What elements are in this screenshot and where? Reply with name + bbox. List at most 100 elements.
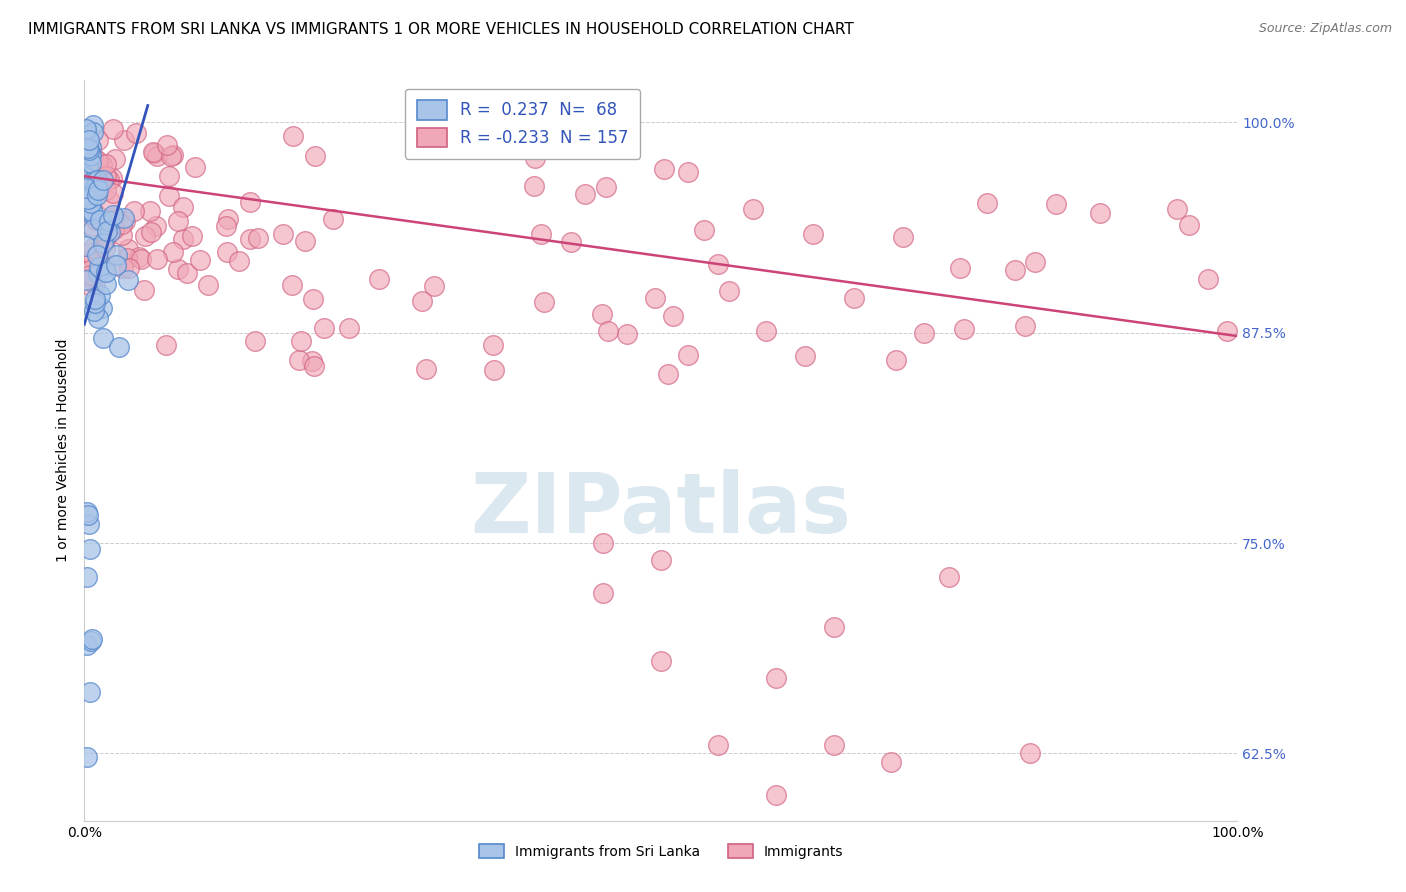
- Point: [160, 149, 183, 163]
- Point: [953, 321, 976, 335]
- Point: [217, 212, 239, 227]
- Point: [124, 203, 146, 218]
- Point: [94, 258, 117, 272]
- Point: [271, 227, 294, 242]
- Point: [157, 169, 180, 183]
- Point: [217, 245, 239, 260]
- Point: [650, 654, 672, 668]
- Point: [82, 251, 104, 265]
- Point: [96, 183, 118, 197]
- Point: [80, 219, 103, 234]
- Point: [112, 211, 135, 225]
- Point: [114, 214, 136, 228]
- Text: IMMIGRANTS FROM SRI LANKA VS IMMIGRANTS 1 OR MORE VEHICLES IN HOUSEHOLD CORRELAT: IMMIGRANTS FROM SRI LANKA VS IMMIGRANTS …: [28, 22, 853, 37]
- Text: Source: ZipAtlas.com: Source: ZipAtlas.com: [1258, 22, 1392, 36]
- Point: [301, 292, 323, 306]
- Point: [290, 334, 312, 349]
- Point: [80, 192, 103, 206]
- Point: [976, 196, 998, 211]
- Point: [101, 121, 124, 136]
- Point: [87, 310, 110, 325]
- Point: [82, 174, 104, 188]
- Point: [662, 310, 685, 324]
- Point: [101, 208, 124, 222]
- Point: [82, 241, 104, 255]
- Point: [89, 287, 111, 301]
- Point: [82, 125, 104, 139]
- Point: [304, 149, 326, 163]
- Point: [146, 149, 169, 163]
- Point: [77, 158, 100, 172]
- Point: [76, 175, 98, 189]
- Point: [368, 271, 391, 285]
- Point: [91, 172, 114, 186]
- Point: [239, 195, 262, 210]
- Point: [82, 149, 104, 163]
- Point: [1024, 255, 1046, 269]
- Point: [533, 294, 555, 309]
- Point: [765, 671, 787, 685]
- Point: [823, 738, 845, 752]
- Point: [1178, 218, 1201, 232]
- Point: [87, 266, 110, 280]
- Point: [75, 170, 97, 185]
- Point: [79, 143, 101, 157]
- Point: [87, 183, 110, 197]
- Point: [80, 175, 103, 189]
- Point: [1197, 272, 1219, 286]
- Point: [86, 133, 108, 147]
- Point: [938, 569, 960, 583]
- Point: [80, 632, 103, 646]
- Point: [228, 254, 250, 268]
- Point: [77, 203, 100, 218]
- Point: [134, 228, 156, 243]
- Point: [112, 260, 135, 275]
- Point: [79, 685, 101, 699]
- Point: [76, 638, 98, 652]
- Point: [157, 189, 180, 203]
- Point: [176, 266, 198, 280]
- Point: [912, 326, 935, 340]
- Point: [707, 257, 730, 271]
- Point: [87, 154, 110, 169]
- Point: [294, 234, 316, 248]
- Text: ZIPatlas: ZIPatlas: [471, 469, 851, 550]
- Point: [80, 148, 103, 162]
- Point: [707, 738, 730, 752]
- Point: [86, 179, 108, 194]
- Point: [101, 214, 124, 228]
- Point: [77, 508, 100, 523]
- Point: [80, 156, 103, 170]
- Point: [337, 320, 360, 334]
- Point: [103, 153, 125, 167]
- Point: [129, 252, 152, 266]
- Point: [1018, 747, 1040, 761]
- Point: [90, 301, 112, 315]
- Point: [94, 231, 117, 245]
- Point: [657, 367, 679, 381]
- Point: [1088, 206, 1111, 220]
- Point: [111, 217, 134, 231]
- Point: [75, 239, 97, 253]
- Point: [77, 133, 100, 147]
- Point: [574, 187, 596, 202]
- Point: [94, 265, 117, 279]
- Point: [86, 187, 108, 202]
- Point: [302, 359, 325, 373]
- Point: [718, 284, 741, 298]
- Point: [79, 162, 101, 177]
- Point: [77, 141, 100, 155]
- Point: [98, 225, 121, 239]
- Point: [79, 182, 101, 196]
- Point: [90, 238, 112, 252]
- Point: [112, 133, 135, 147]
- Point: [172, 200, 194, 214]
- Point: [100, 194, 122, 209]
- Point: [83, 277, 105, 292]
- Point: [76, 570, 98, 584]
- Point: [79, 541, 101, 556]
- Point: [84, 292, 107, 306]
- Point: [1004, 262, 1026, 277]
- Point: [80, 206, 103, 220]
- Point: [83, 304, 105, 318]
